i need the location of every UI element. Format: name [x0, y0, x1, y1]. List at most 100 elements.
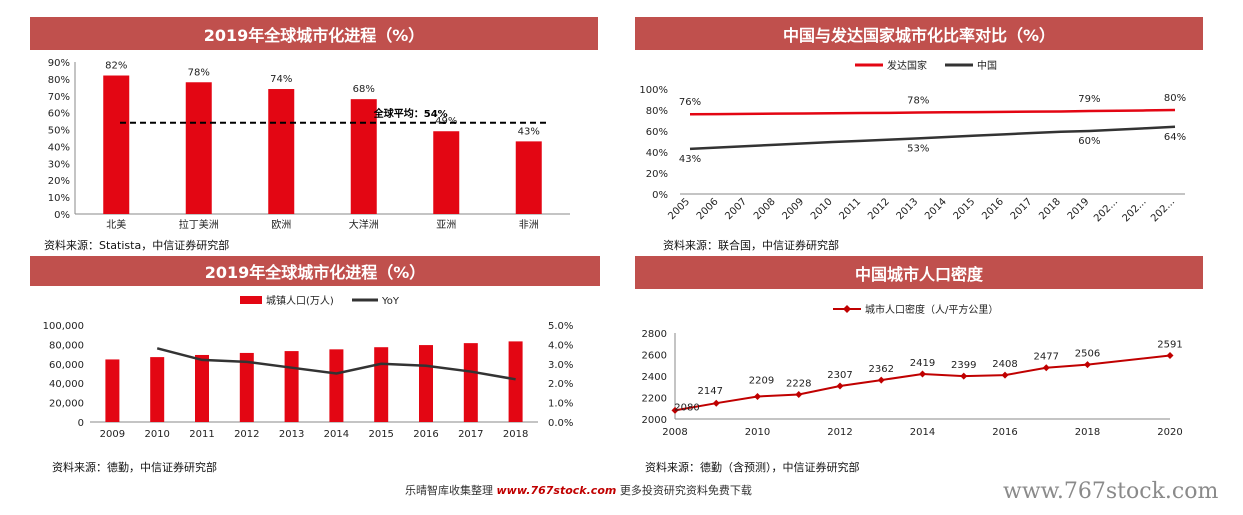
x-tick-label: 2014 — [910, 427, 935, 438]
x-tick-label: 非洲 — [519, 219, 539, 231]
data-point — [712, 399, 720, 407]
data-point — [1042, 364, 1050, 372]
y-tick-label: 0 — [78, 418, 84, 429]
x-tick-label: 2007 — [723, 196, 749, 222]
y-tick-label: 2200 — [642, 394, 667, 405]
x-tick-label: 2012 — [234, 429, 259, 440]
bar — [463, 343, 478, 422]
data-label: 53% — [907, 143, 929, 154]
panel-city-density: 中国城市人口密度 城市人口密度（人/平方公里） 2000 2200 2400 2600 2… — [635, 256, 1203, 476]
bar — [329, 349, 344, 422]
x-tick-label: 2010 — [745, 427, 770, 438]
data-label: 2209 — [749, 376, 774, 387]
x-tick-label: 2017 — [1009, 196, 1035, 222]
x-tick-label: 2014 — [923, 196, 949, 222]
data-point — [960, 372, 968, 380]
chart-china-vs-developed: 发达国家 中国 0% 20% 40% 60% 80% 100% 2005 2006 2007 2008… — [639, 59, 1186, 224]
bar — [150, 357, 165, 422]
x-tick-label: 2020 — [1157, 427, 1182, 438]
data-label: 79% — [1078, 94, 1100, 105]
chart-title: 中国与发达国家城市化比率对比（%） — [635, 17, 1203, 50]
y-tick-label: 80,000 — [49, 340, 84, 351]
data-point — [754, 393, 761, 401]
legend-label: 发达国家 — [887, 59, 927, 72]
bar-value-label: 74% — [270, 74, 292, 85]
x-tick-label: 2016 — [992, 427, 1017, 438]
data-point — [919, 370, 926, 378]
x-tick-label: 2009 — [100, 429, 125, 440]
x-tick-label: 2015 — [368, 429, 393, 440]
bar-value-label: 78% — [188, 67, 210, 78]
x-tick-label: 2011 — [189, 429, 214, 440]
panel-urban-population: 2019年全球城市化进程（%） 城镇人口(万人) YoY 0 20,000 40,000… — [30, 256, 600, 476]
x-tick-label: 2018 — [1075, 427, 1100, 438]
x-tick-label: 202... — [1149, 196, 1177, 224]
chart-source: 资料来源：德勤（含预测），中信证券研究部 — [645, 461, 860, 474]
x-tick-label: 2016 — [980, 196, 1006, 222]
panel-china-vs-developed: 中国与发达国家城市化比率对比（%） 发达国家 中国 0% 20% 40% 60% 80% 10… — [635, 17, 1203, 257]
y-tick-label: 0% — [652, 190, 668, 201]
y-tick-label: 60% — [48, 109, 70, 120]
data-label: 43% — [679, 154, 701, 165]
data-label: 2228 — [786, 378, 811, 389]
x-tick-label: 2013 — [895, 196, 921, 222]
y-tick-label: 10% — [48, 193, 70, 204]
data-point — [836, 382, 844, 390]
y-tick-label: 90% — [48, 58, 70, 69]
bar — [419, 345, 433, 422]
x-tick-label: 2008 — [662, 427, 687, 438]
y-tick-label: 50% — [48, 126, 70, 137]
bar — [508, 341, 523, 422]
chart-global-urbanization: 0% 10% 20% 30% 40% 50% 60% 70% 80% 90% 82% 北美 78% 拉丁美… — [48, 58, 570, 231]
chart-source: 资料来源：Statista，中信证券研究部 — [44, 239, 230, 252]
data-label: 2477 — [1034, 352, 1059, 363]
x-tick-label: 2016 — [413, 429, 438, 440]
legend-label: 中国 — [977, 59, 997, 72]
data-label: 2399 — [951, 360, 976, 371]
x-tick-label: 2019 — [1066, 196, 1092, 222]
bar-value-label: 43% — [518, 126, 540, 137]
bar-value-label: 49% — [435, 116, 457, 127]
y2-tick-label: 3.0% — [548, 360, 573, 371]
data-point — [877, 376, 885, 384]
data-label: 76% — [679, 97, 701, 108]
chart-city-density: 城市人口密度（人/平方公里） 2000 2200 2400 2600 2800 2008 20… — [642, 303, 1183, 438]
bar — [284, 351, 299, 422]
y-tick-label: 40% — [48, 142, 70, 153]
chart-urban-population: 城镇人口(万人) YoY 0 20,000 40,000 60,000 80,000 100,… — [43, 294, 574, 440]
x-tick-label: 2008 — [752, 196, 778, 222]
data-point — [795, 390, 803, 398]
data-label: 2362 — [869, 364, 894, 375]
bar — [195, 354, 209, 422]
bar — [268, 89, 295, 214]
x-tick-label: 大洋洲 — [349, 218, 379, 231]
watermark: www.767stock.com — [1003, 479, 1219, 504]
y-tick-label: 40,000 — [49, 379, 84, 390]
x-tick-label: 北美 — [106, 218, 126, 231]
data-point — [671, 406, 679, 414]
x-tick-label: 2018 — [503, 429, 528, 440]
y2-tick-label: 2.0% — [548, 379, 573, 390]
x-tick-label: 2017 — [458, 429, 483, 440]
x-tick-label: 拉丁美洲 — [179, 218, 219, 231]
legend-swatch — [240, 296, 262, 304]
y2-tick-label: 4.0% — [548, 340, 573, 351]
y-tick-label: 30% — [48, 159, 70, 170]
bar — [515, 141, 542, 214]
bar — [185, 82, 212, 214]
y-tick-label: 80% — [48, 75, 70, 86]
yoy-line — [156, 347, 516, 381]
legend-label: 城市人口密度（人/平方公里） — [865, 303, 998, 316]
footer-site-link[interactable]: www.767stock.com — [496, 484, 617, 497]
average-label: 全球平均：54% — [373, 107, 448, 120]
y-tick-label: 20% — [646, 169, 668, 180]
chart-title: 中国城市人口密度 — [635, 256, 1203, 289]
chart-title: 2019年全球城市化进程（%） — [30, 17, 598, 50]
x-tick-label: 亚洲 — [436, 219, 456, 231]
y-tick-label: 2600 — [642, 351, 667, 362]
x-tick-label: 2012 — [827, 427, 852, 438]
y-tick-label: 40% — [646, 148, 668, 159]
series-line — [689, 125, 1176, 151]
data-label: 64% — [1164, 132, 1186, 143]
y2-tick-label: 5.0% — [548, 321, 573, 332]
